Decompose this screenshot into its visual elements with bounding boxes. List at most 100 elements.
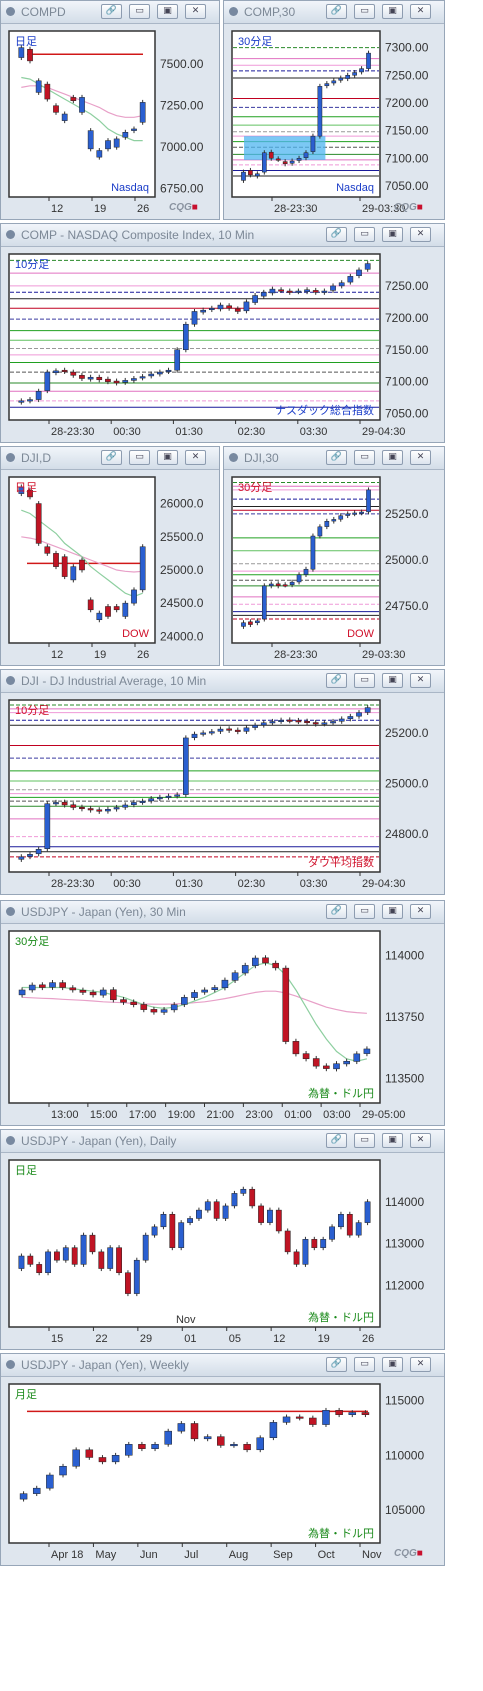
candle (165, 367, 172, 374)
window-titlebar[interactable]: DJI,30 🔗 ▭ ▣ ✕ (224, 447, 444, 470)
close-button[interactable]: ✕ (410, 4, 431, 19)
candle (44, 81, 51, 102)
restore-button[interactable]: ▣ (382, 673, 403, 688)
restore-button[interactable]: ▣ (382, 4, 403, 19)
candle (335, 1407, 343, 1418)
restore-button[interactable]: ▣ (382, 904, 403, 919)
plot-area[interactable] (8, 1159, 381, 1328)
link-icon[interactable]: 🔗 (326, 673, 347, 688)
close-button[interactable]: ✕ (410, 1357, 431, 1372)
restore-button[interactable]: ▣ (157, 4, 178, 19)
candle (221, 977, 229, 991)
close-button[interactable]: ✕ (410, 1133, 431, 1148)
chart-window[interactable]: USDJPY - Japan (Yen), 30 Min 🔗 ▭ ▣ ✕ 114000 11… (0, 900, 445, 1126)
minimize-button[interactable]: ▭ (354, 450, 375, 465)
window-titlebar[interactable]: DJI - DJ Industrial Average, 10 Min 🔗 ▭ ▣ ✕ (1, 670, 444, 693)
candle (331, 516, 337, 524)
window-title: DJI,D (21, 451, 51, 465)
link-icon[interactable]: 🔗 (326, 1357, 347, 1372)
window-titlebar[interactable]: DJI,D 🔗 ▭ ▣ ✕ (1, 447, 219, 470)
window-titlebar[interactable]: COMP - NASDAQ Composite Index, 10 Min 🔗 ▭ ▣… (1, 224, 444, 247)
plot-area[interactable] (231, 30, 381, 198)
chart-canvas[interactable]: 25200.0 25000.0 24800.0 28-23:30 00:30 01:30 0… (1, 692, 442, 894)
candle (62, 1245, 69, 1263)
close-button[interactable]: ✕ (185, 4, 206, 19)
y-tick-label: 24500.0 (160, 596, 204, 610)
link-icon[interactable]: 🔗 (326, 4, 347, 19)
link-icon[interactable]: 🔗 (326, 450, 347, 465)
period-label: 日足 (15, 1165, 37, 1177)
minimize-button[interactable]: ▭ (354, 1133, 375, 1148)
window-titlebar[interactable]: USDJPY - Japan (Yen), Daily 🔗 ▭ ▣ ✕ (1, 1130, 444, 1153)
candle (79, 987, 87, 996)
minimize-button[interactable]: ▭ (354, 227, 375, 242)
candle (131, 799, 137, 808)
candle (255, 618, 260, 626)
candle (27, 851, 33, 860)
minimize-button[interactable]: ▭ (354, 1357, 375, 1372)
period-label: 日足 (15, 482, 37, 494)
link-icon[interactable]: 🔗 (101, 4, 122, 19)
chart-window[interactable]: DJI,30 🔗 ▭ ▣ ✕ 25250.0 25000.0 24750.0 28-23:30 2… (223, 446, 445, 666)
chart-window[interactable]: USDJPY - Japan (Yen), Weekly 🔗 ▭ ▣ ✕ 115000 11… (0, 1353, 445, 1566)
minimize-button[interactable]: ▭ (354, 673, 375, 688)
chart-window[interactable]: DJI - DJ Industrial Average, 10 Min 🔗 ▭ ▣ ✕ 2… (0, 669, 445, 895)
chart-canvas[interactable]: 114000 113750 113500 13:00 15:00 17:00 19:00 21… (1, 923, 442, 1125)
minimize-button[interactable]: ▭ (129, 450, 150, 465)
chart-canvas[interactable]: 7500.00 7250.00 7000.00 6750.00 12 19 26 日足 Nasd… (1, 23, 217, 219)
restore-button[interactable]: ▣ (157, 450, 178, 465)
window-titlebar[interactable]: COMPD 🔗 ▭ ▣ ✕ (1, 1, 219, 24)
chart-window[interactable]: DJI,D 🔗 ▭ ▣ ✕ 26000.0 25500.0 25000.0 24500.0 240… (0, 446, 220, 666)
close-button[interactable]: ✕ (410, 227, 431, 242)
candle (200, 307, 207, 315)
close-button[interactable]: ✕ (185, 450, 206, 465)
plot-area[interactable] (8, 1383, 381, 1544)
chart-canvas[interactable]: 7300.00 7250.00 7200.00 7150.00 7100.00 7050.… (224, 23, 442, 219)
close-button[interactable]: ✕ (410, 673, 431, 688)
moving-average-long (22, 990, 367, 1014)
x-tick-label: 26 (362, 1333, 374, 1345)
link-icon[interactable]: 🔗 (326, 1133, 347, 1148)
chart-canvas[interactable]: 114000 113000 112000 15 22 29 01 05 12 19 26 Nov 日足為… (1, 1152, 442, 1349)
candle (96, 148, 103, 160)
window-titlebar[interactable]: USDJPY - Japan (Yen), Weekly 🔗 ▭ ▣ ✕ (1, 1354, 444, 1377)
plot-area[interactable] (8, 253, 381, 421)
candle (139, 544, 146, 593)
y-tick-label: 7150.00 (385, 343, 429, 357)
plot-area[interactable] (231, 476, 381, 644)
candle (324, 518, 330, 530)
x-tick-label: 01:30 (175, 878, 203, 890)
chart-canvas[interactable]: 26000.0 25500.0 25000.0 24500.0 24000.0 12 19 2… (1, 469, 217, 665)
candle (269, 286, 276, 296)
minimize-button[interactable]: ▭ (129, 4, 150, 19)
chart-canvas[interactable]: 25250.0 25000.0 24750.0 28-23:30 29-03:30 30分… (224, 469, 442, 665)
plot-area[interactable] (8, 930, 381, 1104)
window-titlebar[interactable]: COMP,30 🔗 ▭ ▣ ✕ (224, 1, 444, 24)
close-button[interactable]: ✕ (410, 904, 431, 919)
chart-canvas[interactable]: 115000 110000 105000 Apr 18 May Jun Jul Aug Sep O… (1, 1376, 442, 1565)
close-button[interactable]: ✕ (410, 450, 431, 465)
minimize-button[interactable]: ▭ (354, 904, 375, 919)
chart-window[interactable]: COMP - NASDAQ Composite Index, 10 Min 🔗 ▭ ▣… (0, 223, 445, 443)
minimize-button[interactable]: ▭ (354, 4, 375, 19)
restore-button[interactable]: ▣ (382, 1357, 403, 1372)
chart-window[interactable]: COMP,30 🔗 ▭ ▣ ✕ 7300.00 7250.00 7200.00 7150.00 7… (223, 0, 445, 220)
chart-window[interactable]: USDJPY - Japan (Yen), Daily 🔗 ▭ ▣ ✕ 114000 113… (0, 1129, 445, 1350)
link-icon[interactable]: 🔗 (326, 227, 347, 242)
plot-area[interactable] (8, 699, 381, 873)
candle (148, 796, 155, 804)
chart-window[interactable]: COMPD 🔗 ▭ ▣ ✕ 7500.00 7250.00 7000.00 6750.00 12 1… (0, 0, 220, 220)
link-icon[interactable]: 🔗 (326, 904, 347, 919)
restore-button[interactable]: ▣ (382, 227, 403, 242)
restore-button[interactable]: ▣ (382, 1133, 403, 1148)
window-titlebar[interactable]: USDJPY - Japan (Yen), 30 Min 🔗 ▭ ▣ ✕ (1, 901, 444, 924)
candle (44, 369, 51, 394)
candle (174, 792, 181, 799)
link-icon[interactable]: 🔗 (101, 450, 122, 465)
restore-button[interactable]: ▣ (382, 450, 403, 465)
candle (61, 111, 68, 124)
x-tick-label: Aug (229, 1549, 249, 1561)
candle (182, 321, 189, 353)
candle (196, 1207, 202, 1221)
chart-canvas[interactable]: 7250.00 7200.00 7150.00 7100.00 7050.00 28-23… (1, 246, 442, 442)
